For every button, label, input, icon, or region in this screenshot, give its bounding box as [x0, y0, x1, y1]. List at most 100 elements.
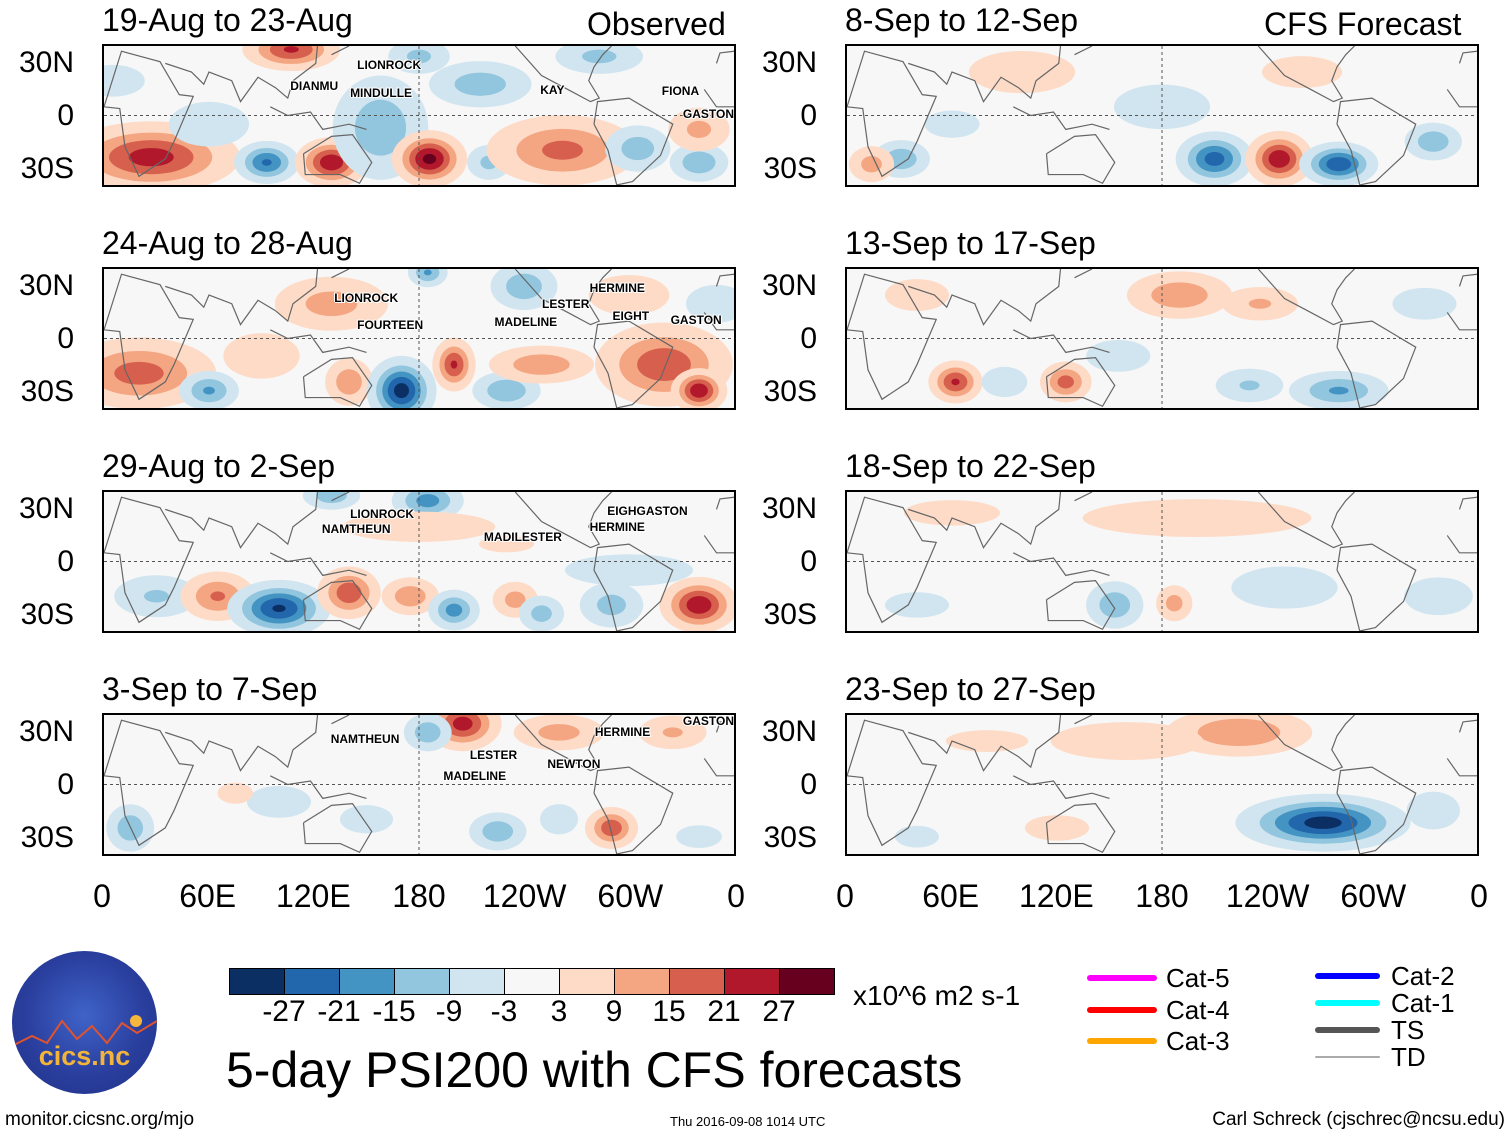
anomaly-contour: [1417, 131, 1449, 152]
storm-label: MADILESTER: [483, 530, 562, 545]
anomaly-contour: [884, 279, 950, 311]
anomaly-contour: [894, 825, 940, 848]
legend-label: Cat-3: [1166, 1026, 1230, 1056]
lat-label: 30N: [18, 715, 74, 748]
lon-tick-label: 120E: [275, 878, 351, 914]
storm-label: EIGHT: [612, 308, 650, 323]
lat-label: 0: [800, 768, 817, 801]
panel-title: 19-Aug to 23-Aug: [102, 2, 353, 38]
lon-tick-label: 120W: [1225, 878, 1310, 914]
colorbar-label: 27: [762, 995, 796, 1028]
anomaly-contour: [1304, 816, 1342, 829]
legend-label: Cat-5: [1166, 963, 1230, 993]
storm-label: GASTON: [670, 312, 722, 327]
footer-author: Carl Schreck (cjschrec@ncsu.edu): [1212, 1109, 1505, 1130]
anomaly-contour: [283, 46, 299, 53]
colorbar-swatch: [615, 969, 670, 994]
lon-tick-label: 0: [727, 878, 745, 914]
map-panel-forecast: [845, 267, 1479, 410]
legend-label: Cat-2: [1391, 961, 1455, 991]
observed-label: Observed: [587, 6, 726, 42]
anomaly-contour: [924, 110, 980, 138]
lon-tick-label: 60E: [179, 878, 237, 914]
anomaly-contour: [445, 603, 463, 617]
anomaly-contour: [884, 592, 950, 618]
anomaly-contour: [1165, 594, 1183, 612]
lat-label: 30N: [18, 269, 74, 302]
lat-label: 0: [800, 322, 817, 355]
anomaly-contour: [416, 494, 440, 508]
anomaly-contour: [1151, 282, 1208, 308]
anomaly-contour: [1050, 722, 1204, 760]
anomaly-contour: [588, 275, 670, 316]
anomaly-contour: [144, 590, 169, 603]
storm-label: EIGHGASTON: [607, 503, 688, 518]
anomaly-contour: [336, 582, 362, 604]
anomaly-contour: [406, 49, 432, 64]
lon-tick-label: 60W: [597, 878, 664, 914]
anomaly-contour: [945, 730, 1029, 752]
colorbar-swatch: [505, 969, 560, 994]
storm-label: MADELINE: [443, 769, 507, 784]
anomaly-contour: [504, 591, 526, 608]
anomaly-contour: [1328, 386, 1349, 395]
anomaly-contour: [422, 153, 437, 165]
anomaly-contour: [506, 273, 542, 300]
panel-title: 13-Sep to 17-Sep: [845, 225, 1096, 261]
colorbar-swatch: [395, 969, 450, 994]
storm-label: LIONROCK: [334, 291, 399, 306]
anomaly-contour: [1099, 592, 1131, 618]
anomaly-contour: [478, 535, 535, 553]
panel-title: 18-Sep to 22-Sep: [845, 448, 1096, 484]
colorbar-label: 21: [707, 995, 741, 1028]
anomaly-contour: [582, 49, 617, 64]
cics-logo: cics.nc: [12, 951, 157, 1094]
colorbar-swatch: [670, 969, 725, 994]
anomaly-contour: [210, 591, 226, 602]
lat-label: 30S: [763, 598, 817, 631]
anomaly-contour: [951, 378, 960, 386]
legend-swatch: [1087, 1038, 1157, 1044]
lon-tick-label: 180: [1135, 878, 1189, 914]
lat-label: 0: [57, 322, 74, 355]
anomaly-contour: [1261, 56, 1343, 88]
anomaly-contour: [336, 369, 362, 395]
lat-label: 30S: [20, 375, 74, 408]
lon-tick-label: 0: [1470, 878, 1488, 914]
lat-label: 30S: [20, 821, 74, 854]
legend-label: Cat-4: [1166, 994, 1230, 1025]
legend-swatch: [1087, 1006, 1157, 1013]
lat-label: 0: [800, 545, 817, 578]
panel-title: 3-Sep to 7-Sep: [102, 671, 318, 707]
anomaly-contour: [223, 333, 300, 379]
lat-label: 30N: [761, 269, 817, 302]
anomaly-contour: [482, 821, 514, 842]
anomaly-contour: [1086, 339, 1151, 372]
anomaly-contour: [261, 159, 272, 166]
map-panel-observed: LIONROCK NAMTHEUN MADILESTER EIGHGASTON HERM…: [102, 490, 736, 633]
legend-label: Cat-1: [1391, 988, 1455, 1018]
lon-tick-label: 0: [93, 878, 111, 914]
anomaly-contour: [203, 386, 215, 395]
anomaly-contour: [1231, 566, 1338, 609]
anomaly-contour: [128, 148, 174, 167]
storm-label: NEWTON: [547, 757, 601, 772]
panel-title: 8-Sep to 12-Sep: [845, 2, 1079, 38]
figure-title: 5-day PSI200 with CFS forecasts: [226, 1042, 963, 1098]
anomaly-contour: [539, 804, 579, 835]
map-panel-observed: LIONROCK FOURTEEN MADELINE LESTER HERMINE EIG…: [102, 267, 736, 410]
anomaly-contour: [1057, 375, 1074, 389]
anomaly-contour: [246, 785, 312, 818]
anomaly-contour: [662, 727, 683, 738]
anomaly-contour: [1197, 718, 1281, 747]
panel-title: 23-Sep to 27-Sep: [845, 671, 1096, 707]
storm-label: LESTER: [542, 297, 590, 312]
colorbar-swatch: [285, 969, 340, 994]
anomaly-contour: [676, 825, 722, 848]
storm-label: DIANMU: [290, 79, 339, 94]
lon-tick-label: 180: [392, 878, 446, 914]
anomaly-contour: [319, 154, 344, 171]
anomaly-contour: [217, 782, 253, 804]
footer-url[interactable]: monitor.cicsnc.org/mjo: [5, 1109, 195, 1130]
anomaly-contour: [454, 72, 506, 96]
